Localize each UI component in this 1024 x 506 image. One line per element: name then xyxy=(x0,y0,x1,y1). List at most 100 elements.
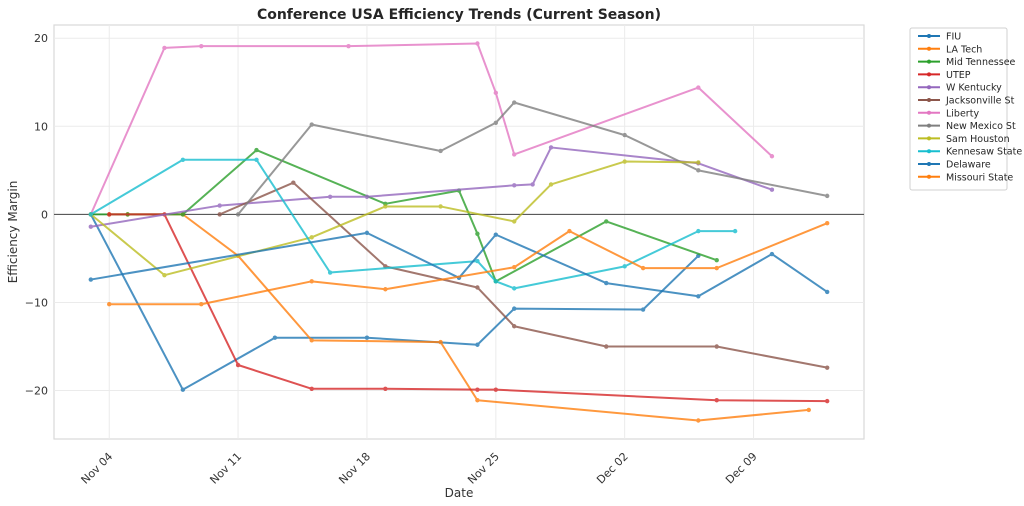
legend-label: FIU xyxy=(946,32,961,43)
legend-marker xyxy=(927,149,931,154)
data-point xyxy=(383,204,388,209)
legend-label: LA Tech xyxy=(946,44,982,55)
data-point xyxy=(512,219,517,224)
data-point xyxy=(438,204,443,209)
data-point xyxy=(512,306,517,311)
legend-item: Mid Tennessee xyxy=(918,57,1016,68)
data-point xyxy=(272,335,278,340)
legend-box xyxy=(909,27,1008,191)
y-tick-label: 20 xyxy=(34,32,48,45)
x-tick-label: Dec 09 xyxy=(723,450,760,487)
chart-title: Conference USA Efficiency Trends (Curren… xyxy=(257,7,661,23)
data-point xyxy=(438,148,443,154)
data-point xyxy=(696,418,701,423)
data-point xyxy=(309,279,314,284)
legend-item: Jacksonville St xyxy=(918,96,1015,107)
data-point xyxy=(346,43,351,49)
data-point xyxy=(769,251,775,257)
data-point xyxy=(696,294,701,299)
series-new-mexico-st xyxy=(235,100,830,217)
data-point xyxy=(548,182,554,187)
legend-marker xyxy=(927,59,931,64)
legend-label: UTEP xyxy=(946,70,971,81)
data-point xyxy=(383,287,388,292)
data-point xyxy=(622,264,627,269)
data-point xyxy=(604,344,609,349)
series-jacksonville-st xyxy=(217,180,830,370)
data-point xyxy=(291,180,296,185)
legend-marker xyxy=(927,72,931,77)
data-point xyxy=(162,45,167,51)
legend-item: New Mexico St xyxy=(918,121,1016,132)
series-delaware xyxy=(88,230,830,299)
data-point xyxy=(364,335,370,340)
y-tick-label: −20 xyxy=(25,385,48,398)
legend-item: LA Tech xyxy=(918,44,982,55)
data-point xyxy=(475,231,480,236)
data-point xyxy=(475,285,480,290)
data-point xyxy=(622,132,627,138)
legend-marker xyxy=(927,46,931,51)
data-point xyxy=(824,220,830,226)
legend-label: Kennesaw State xyxy=(946,147,1022,158)
legend-label: Delaware xyxy=(946,160,991,171)
data-point xyxy=(88,212,94,217)
legend-marker xyxy=(927,110,931,115)
data-point xyxy=(604,219,609,224)
data-point xyxy=(714,344,719,349)
x-tick-label: Nov 11 xyxy=(207,450,244,487)
data-point xyxy=(162,272,167,278)
data-point xyxy=(512,183,517,188)
data-point xyxy=(806,407,811,413)
data-point xyxy=(199,302,204,307)
data-point xyxy=(254,147,259,153)
y-tick-label: −10 xyxy=(25,296,48,309)
legend-marker xyxy=(927,123,931,128)
data-point xyxy=(824,289,830,295)
data-point xyxy=(714,265,719,271)
y-axis-ticks: −20 −10 0 10 20 xyxy=(25,32,48,397)
data-point xyxy=(364,194,370,199)
data-point xyxy=(512,286,517,291)
data-point xyxy=(217,203,222,208)
data-point xyxy=(309,338,314,343)
data-point xyxy=(180,157,186,162)
data-point xyxy=(327,194,333,199)
data-point xyxy=(235,362,241,368)
legend-label: W Kentucky xyxy=(946,83,1002,94)
data-point xyxy=(438,339,443,345)
data-point xyxy=(475,258,480,264)
series-line xyxy=(237,101,828,216)
series-group xyxy=(88,41,830,423)
data-point xyxy=(548,145,554,150)
y-tick-label: 0 xyxy=(41,208,48,221)
data-point xyxy=(88,277,94,282)
data-point xyxy=(714,257,719,263)
data-point xyxy=(512,152,517,157)
x-axis-ticks: Nov 04 Nov 11 Nov 18 Nov 25 Dec 02 Dec 09 xyxy=(79,450,760,487)
x-tick-label: Dec 02 xyxy=(594,450,631,487)
data-point xyxy=(309,386,314,391)
legend-item: Delaware xyxy=(918,160,991,171)
data-point xyxy=(254,157,259,162)
data-point xyxy=(309,235,314,240)
data-point xyxy=(696,228,701,234)
data-point xyxy=(475,41,480,46)
data-point xyxy=(567,228,572,234)
data-point xyxy=(180,387,186,392)
x-tick-label: Nov 18 xyxy=(336,450,373,487)
data-point xyxy=(383,386,388,391)
data-point xyxy=(622,159,627,164)
series-line xyxy=(90,231,828,298)
legend-label: Missouri State xyxy=(946,172,1013,183)
data-point xyxy=(493,120,499,125)
data-point xyxy=(107,302,112,307)
legend-label: New Mexico St xyxy=(946,121,1016,132)
data-point xyxy=(327,270,333,275)
data-point xyxy=(493,232,499,237)
data-point xyxy=(604,280,609,286)
legend-item: Liberty xyxy=(918,108,979,119)
data-point xyxy=(696,160,701,165)
